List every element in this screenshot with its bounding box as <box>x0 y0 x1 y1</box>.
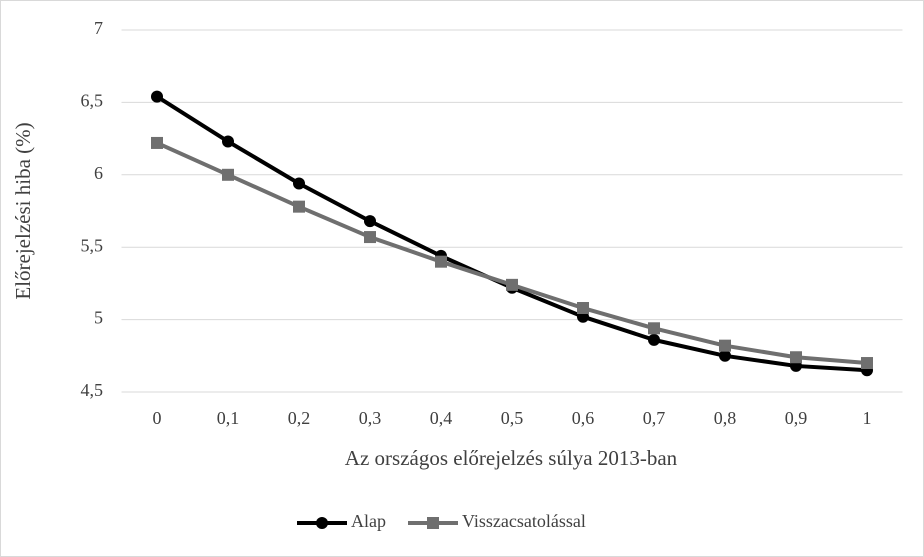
x-tick-label: 1 <box>863 408 872 428</box>
marker <box>222 135 234 148</box>
marker <box>577 302 589 315</box>
x-axis-title: Az országos előrejelzés súlya 2013-ban <box>345 446 678 470</box>
y-tick-label: 4,5 <box>81 380 104 400</box>
x-tick-label: 0,3 <box>359 408 382 428</box>
x-tick-label: 0,9 <box>785 408 808 428</box>
marker <box>293 177 305 190</box>
x-tick-label: 0,1 <box>217 408 240 428</box>
x-tick-label: 0 <box>153 408 162 428</box>
marker <box>506 278 518 291</box>
marker <box>222 168 234 181</box>
y-axis-title: Előrejelzési hiba (%) <box>11 122 35 299</box>
marker <box>316 517 328 529</box>
x-tick-label: 0,6 <box>572 408 595 428</box>
marker <box>151 136 163 149</box>
y-tick-label: 5 <box>94 308 103 328</box>
x-tick-label: 0,4 <box>430 408 453 428</box>
marker <box>648 322 660 335</box>
y-tick-label: 6,5 <box>81 91 104 111</box>
x-tick-label: 0,7 <box>643 408 666 428</box>
y-tick-label: 5,5 <box>81 235 104 255</box>
x-tick-label: 0,2 <box>288 408 311 428</box>
marker <box>648 333 660 346</box>
marker <box>790 351 802 364</box>
marker <box>427 517 439 529</box>
y-tick-label: 7 <box>94 18 103 38</box>
legend-label: Visszacsatolással <box>462 511 586 531</box>
x-tick-label: 0,5 <box>501 408 524 428</box>
legend-label: Alap <box>351 511 386 531</box>
marker <box>364 215 376 228</box>
marker <box>719 349 731 362</box>
marker <box>719 339 731 352</box>
y-tick-label: 6 <box>94 163 103 183</box>
marker <box>151 90 163 103</box>
marker <box>364 231 376 244</box>
marker <box>293 200 305 213</box>
x-tick-label: 0,8 <box>714 408 737 428</box>
marker <box>861 357 873 370</box>
marker <box>435 255 447 268</box>
